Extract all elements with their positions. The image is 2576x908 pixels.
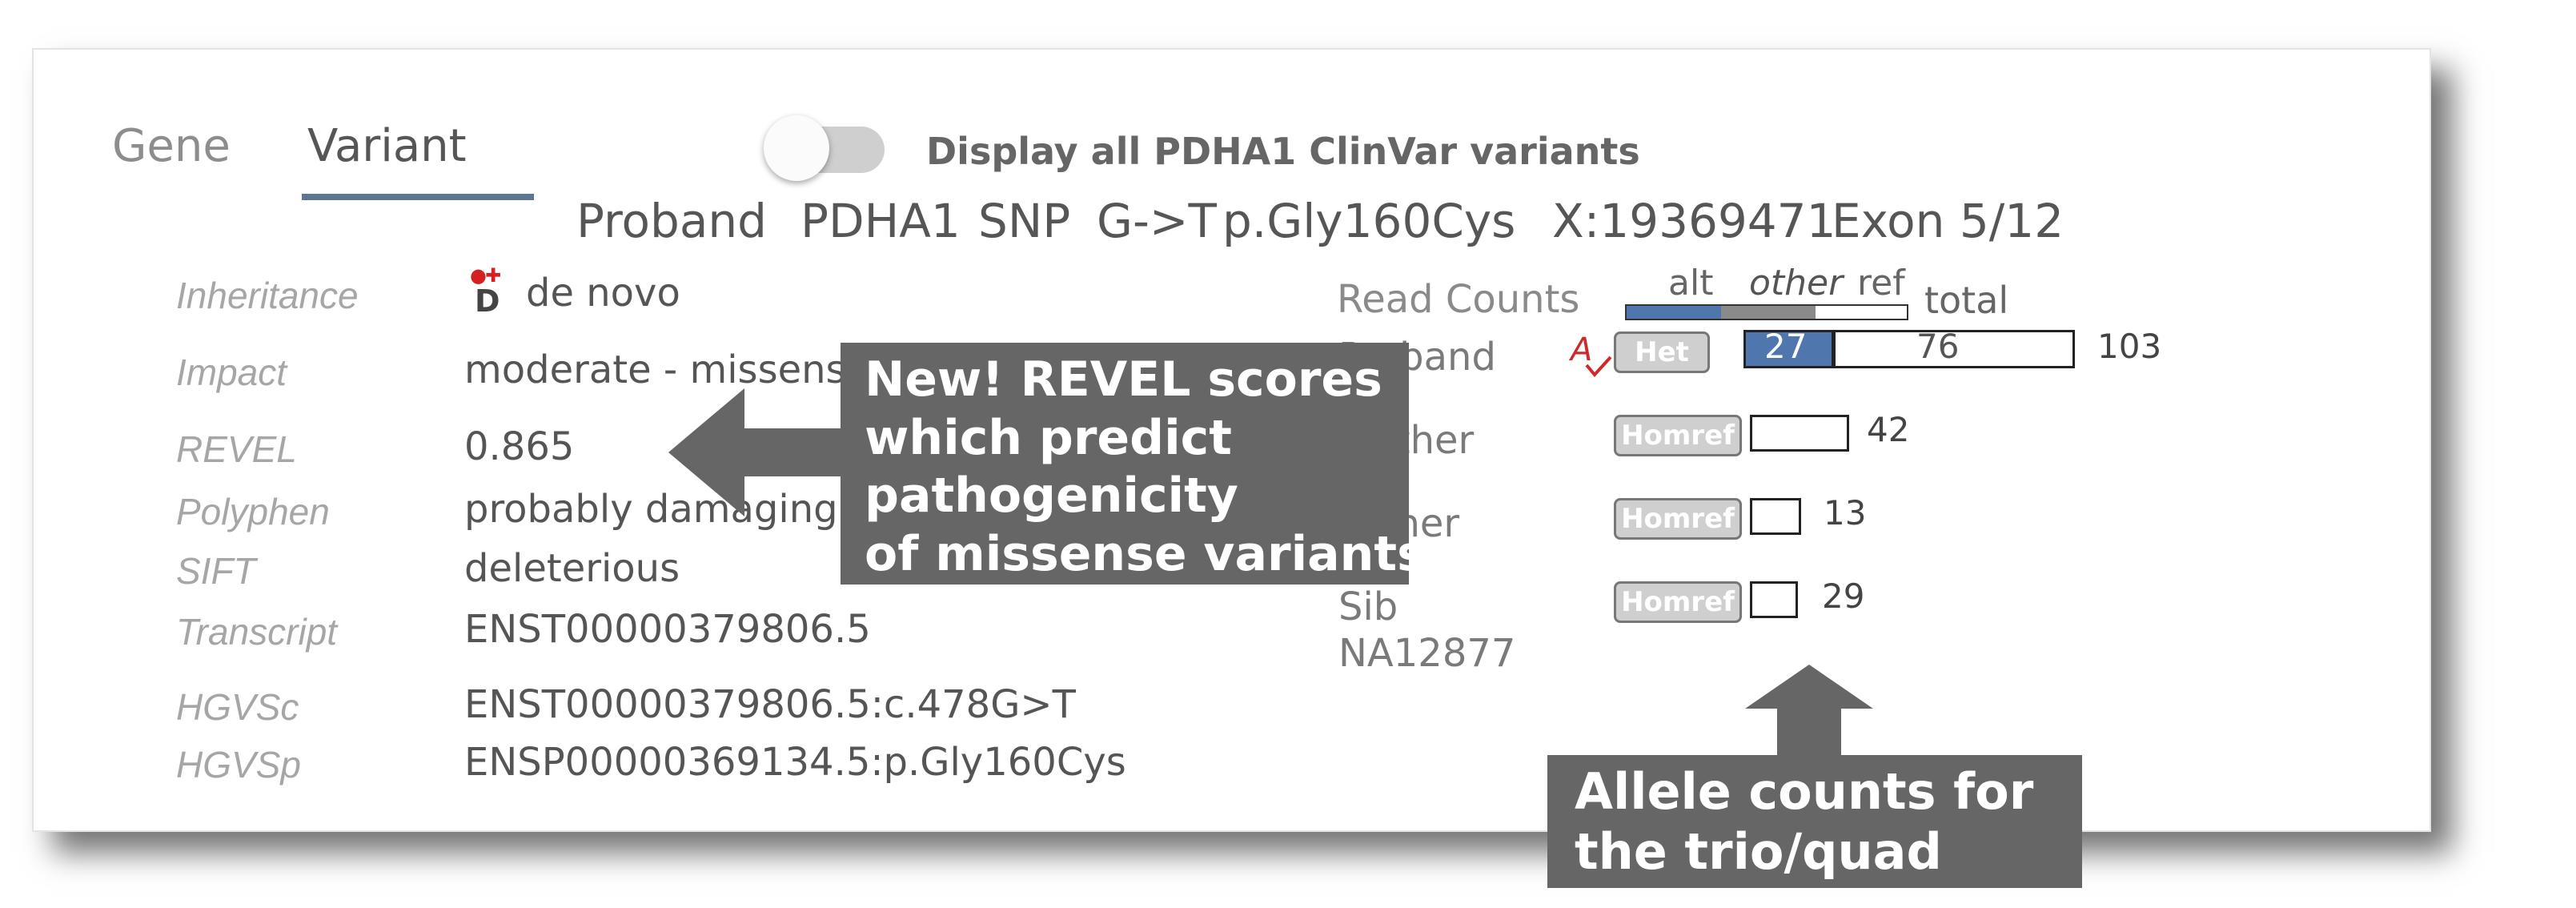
revel-label: REVEL	[176, 428, 297, 470]
allele-arrow	[1745, 665, 1873, 757]
legend-ref-label: ref	[1857, 263, 1905, 303]
legend-bar-other	[1721, 306, 1816, 319]
de-novo-letter: D	[475, 283, 500, 319]
transcript-label: Transcript	[176, 611, 338, 653]
proband-alt-count: 27	[1764, 327, 1808, 366]
legend-other-label: other	[1749, 263, 1844, 303]
mother-bar	[1750, 415, 1849, 452]
zygosity-badge: Homref	[1614, 415, 1742, 456]
sib-total: 29	[1822, 577, 1865, 616]
header-exon: Exon 5/12	[1832, 194, 2064, 248]
de-novo-icon: ●✚ D	[470, 264, 510, 320]
zygosity-badge: Homref	[1614, 581, 1742, 623]
read-counts-title: Read Counts	[1337, 277, 1580, 322]
impact-label: Impact	[176, 352, 287, 393]
proband-alt-divider	[1831, 332, 1836, 366]
header-type: SNP	[978, 194, 1071, 248]
polyphen-value: probably damaging	[464, 487, 838, 532]
inheritance-value: de novo	[526, 271, 680, 315]
sib-bar	[1750, 581, 1798, 618]
header-gene: PDHA1	[800, 194, 961, 248]
header-sample: Proband	[576, 194, 767, 248]
transcript-value: ENST00000379806.5	[464, 607, 871, 652]
sift-label: SIFT	[176, 550, 256, 592]
hgvsp-label: HGVSp	[176, 744, 301, 785]
revel-arrow	[668, 388, 845, 516]
header-change: G->T	[1097, 194, 1217, 248]
proband-bar	[1743, 330, 2075, 368]
member-id: NA12877	[1338, 631, 1516, 676]
tab-variant[interactable]: Variant	[307, 120, 467, 172]
father-bar	[1750, 498, 1801, 535]
father-total: 13	[1824, 493, 1867, 532]
allele-callout: Allele counts for the trio/quad	[1547, 755, 2082, 888]
hgvsc-value: ENST00000379806.5:c.478G>T	[464, 682, 1076, 727]
legend-alt-label: alt	[1668, 263, 1714, 303]
hgvsp-value: ENSP00000369134.5:p.Gly160Cys	[464, 740, 1126, 783]
header-position: X:19369471	[1552, 194, 1836, 248]
proband-total: 103	[2097, 327, 2162, 366]
proband-ref-count: 76	[1916, 327, 1960, 366]
zygosity-badge: Het	[1614, 331, 1710, 373]
alert-icon-letter: A	[1571, 331, 1593, 368]
tab-gene[interactable]: Gene	[112, 120, 231, 172]
active-tab-indicator	[302, 194, 534, 200]
proband-alt-fill	[1746, 332, 1832, 366]
clinvar-toggle-knob[interactable]	[764, 115, 829, 181]
legend-total-label: total	[1924, 279, 2009, 322]
de-novo-marks: ●✚	[470, 264, 501, 287]
hgvsc-label: HGVSc	[176, 686, 299, 728]
inheritance-label: Inheritance	[176, 275, 359, 316]
alert-icon: A	[1571, 331, 1614, 380]
alert-check-mark	[1585, 356, 1612, 378]
polyphen-label: Polyphen	[176, 491, 330, 532]
mother-total: 42	[1867, 410, 1910, 449]
revel-callout: New! REVEL scores which predict pathogen…	[841, 343, 1426, 585]
zygosity-badge: Homref	[1614, 498, 1742, 540]
member-name: Sib	[1338, 585, 1398, 629]
legend-bar	[1625, 304, 1908, 320]
legend-bar-alt	[1627, 306, 1721, 319]
header-protein: p.Gly160Cys	[1222, 194, 1516, 248]
clinvar-toggle-label: Display all PDHA1 ClinVar variants	[926, 130, 1640, 173]
revel-value: 0.865	[464, 424, 575, 469]
sift-value: deleterious	[464, 546, 680, 591]
